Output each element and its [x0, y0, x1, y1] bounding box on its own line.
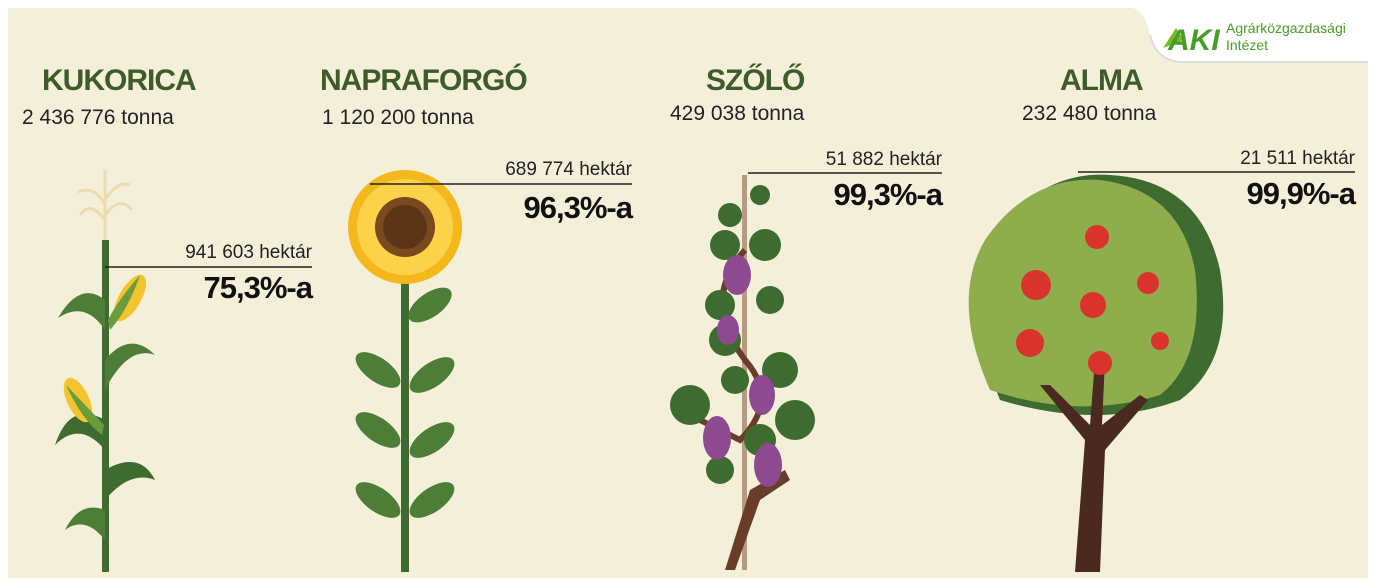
corn-illustration-part: [77, 170, 134, 245]
crop-area: 51 882 hektár: [826, 149, 943, 170]
crop-production: 232 480 tonna: [1022, 102, 1157, 125]
apple-tree-illustration: [968, 174, 1224, 572]
crop-share: 75,3%-a: [204, 270, 314, 305]
crop-szolo: SZŐLŐ 429 038 tonna 51 882 hektár 99,3%-…: [670, 63, 945, 212]
apple-tree-illustration-part-part: [1080, 292, 1106, 318]
grape-illustration-part: [725, 470, 790, 570]
logo-part: [1132, 8, 1368, 62]
crop-production: 429 038 tonna: [670, 102, 805, 125]
grape-illustration-part-part: [706, 456, 734, 484]
grape-illustration-part-part: [754, 443, 782, 487]
corn-illustration-part: [58, 293, 105, 330]
crop-production: 2 436 776 tonna: [22, 106, 174, 129]
apple-tree-illustration-part: [1040, 360, 1148, 572]
sunflower-illustration-part: [355, 482, 401, 518]
crop-name: ALMA: [1060, 64, 1143, 97]
grape-illustration-part-part: [703, 416, 731, 460]
corn-illustration-part: [108, 275, 140, 330]
grape-illustration-part-part: [723, 255, 751, 295]
crop-name: KUKORICA: [42, 64, 196, 97]
corn-illustration-part-part: [103, 182, 131, 201]
crop-area: 21 511 hektár: [1240, 148, 1355, 169]
grape-illustration-part-part: [749, 229, 781, 261]
crop-alma: ALMA 232 480 tonna 21 511 hektár 99,9%-a: [1022, 64, 1358, 211]
sunflower-illustration-part: [409, 357, 455, 393]
logo-part: [1163, 28, 1184, 48]
crop-share: 99,9%-a: [1247, 176, 1357, 211]
grape-illustration-part-part: [710, 230, 740, 260]
sunflower-illustration-part: [409, 482, 455, 518]
grape-illustration-part-part: [762, 352, 798, 388]
grape-illustration: [670, 175, 815, 570]
crop-kukorica: KUKORICA 2 436 776 tonna 941 603 hektár …: [22, 64, 315, 305]
sunflower-illustration: [348, 170, 462, 572]
sunflower-illustration-part: [383, 205, 427, 249]
apple-tree-illustration-part-part: [1088, 351, 1112, 375]
logo-part: [1149, 34, 1368, 63]
grape-illustration-part-part: [756, 286, 784, 314]
grape-illustration-part-part: [750, 185, 770, 205]
apple-tree-illustration-part-part: [1085, 225, 1109, 249]
corn-illustration-part: [66, 385, 104, 435]
corn-illustration-part: [65, 507, 105, 540]
corn-illustration-part-part: [103, 202, 134, 216]
grape-illustration-part-part: [717, 315, 739, 345]
crop-production: 1 120 200 tonna: [322, 106, 474, 129]
corn-illustration-part: [105, 462, 155, 500]
crop-area: 689 774 hektár: [505, 159, 632, 180]
logo-text: Intézet: [1226, 37, 1268, 53]
corn-illustration-part: [102, 240, 109, 572]
apple-tree-illustration-part-part: [1137, 272, 1159, 294]
grape-illustration-part-part: [705, 290, 735, 320]
logo-mark: AKI: [1167, 24, 1220, 57]
corn-illustration-part-part: [78, 207, 107, 221]
grape-illustration-part: [670, 185, 815, 484]
crop-napraforgo: NAPRAFORGÓ 1 120 200 tonna 689 774 hektá…: [320, 63, 635, 225]
sunflower-illustration-part: [401, 270, 409, 572]
logo: AKI Agrárközgazdasági Intézet: [1132, 8, 1368, 63]
apple-tree-illustration-part: [1016, 225, 1169, 375]
logo-text: Agrárközgazdasági: [1226, 20, 1346, 36]
crop-share: 96,3%-a: [524, 190, 634, 225]
grape-illustration-part-part: [721, 366, 749, 394]
grape-illustration-part-part: [670, 385, 710, 425]
grape-illustration-part-part: [749, 375, 775, 415]
apple-tree-illustration-part-part: [1151, 332, 1169, 350]
sunflower-illustration-part: [355, 352, 401, 388]
corn-illustration: [55, 170, 155, 572]
grape-illustration-part-part: [718, 203, 742, 227]
sunflower-illustration-part: [355, 412, 401, 448]
crop-name: SZŐLŐ: [706, 63, 805, 97]
corn-illustration-part-part: [77, 188, 107, 206]
grape-illustration-part: [703, 255, 782, 487]
crop-name: NAPRAFORGÓ: [320, 63, 527, 97]
corn-illustration-part: [105, 343, 155, 390]
grape-illustration-part-part: [775, 400, 815, 440]
crop-share: 99,3%-a: [834, 177, 944, 212]
apple-tree-illustration-part-part: [1016, 329, 1044, 357]
apple-tree-illustration-part-part: [1021, 270, 1051, 300]
sunflower-illustration-part: [409, 422, 455, 458]
sunflower-illustration-part: [408, 287, 452, 323]
crop-area: 941 603 hektár: [185, 242, 312, 263]
